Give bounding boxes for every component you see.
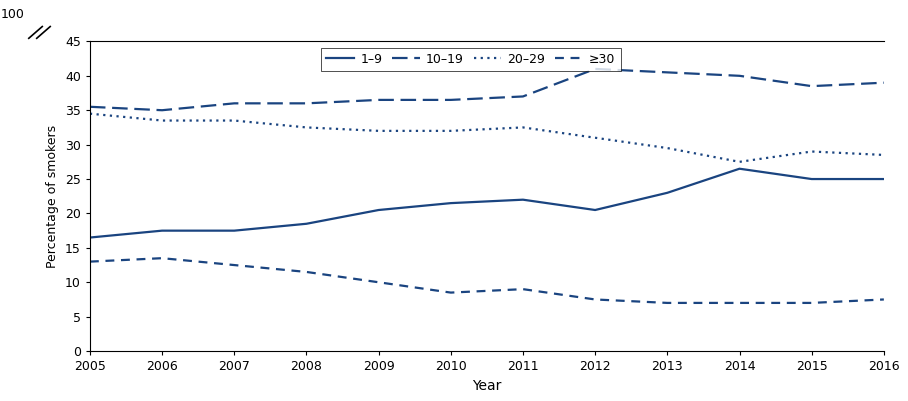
20–29 <box>662 146 673 150</box>
≥30 <box>84 259 95 264</box>
1–9 <box>84 235 95 240</box>
Line: 1–9: 1–9 <box>90 169 883 237</box>
10–19 <box>662 70 673 75</box>
10–19 <box>734 73 745 78</box>
Line: 10–19: 10–19 <box>90 69 883 110</box>
10–19 <box>806 84 817 89</box>
10–19 <box>229 101 240 106</box>
≥30 <box>589 297 600 302</box>
≥30 <box>878 297 889 302</box>
≥30 <box>734 300 745 305</box>
1–9 <box>301 221 311 226</box>
20–29 <box>806 149 817 154</box>
Y-axis label: Percentage of smokers: Percentage of smokers <box>46 125 59 268</box>
10–19 <box>301 101 311 106</box>
1–9 <box>662 190 673 195</box>
20–29 <box>84 111 95 116</box>
20–29 <box>518 125 528 130</box>
20–29 <box>373 128 384 133</box>
10–19 <box>878 80 889 85</box>
20–29 <box>878 152 889 157</box>
10–19 <box>445 97 456 102</box>
10–19 <box>518 94 528 99</box>
≥30 <box>806 300 817 305</box>
1–9 <box>373 208 384 213</box>
X-axis label: Year: Year <box>472 379 501 393</box>
≥30 <box>157 256 168 261</box>
20–29 <box>589 136 600 140</box>
1–9 <box>157 228 168 233</box>
1–9 <box>734 166 745 171</box>
20–29 <box>445 128 456 133</box>
1–9 <box>806 176 817 181</box>
20–29 <box>734 160 745 164</box>
≥30 <box>373 280 384 285</box>
1–9 <box>878 176 889 181</box>
10–19 <box>84 104 95 109</box>
Legend: 1–9, 10–19, 20–29, ≥30: 1–9, 10–19, 20–29, ≥30 <box>321 48 620 71</box>
20–29 <box>301 125 311 130</box>
1–9 <box>229 228 240 233</box>
≥30 <box>518 287 528 292</box>
≥30 <box>301 269 311 274</box>
10–19 <box>589 67 600 71</box>
Text: 100: 100 <box>1 8 25 21</box>
10–19 <box>157 108 168 113</box>
1–9 <box>518 197 528 202</box>
≥30 <box>445 290 456 295</box>
≥30 <box>662 300 673 305</box>
1–9 <box>445 201 456 206</box>
20–29 <box>157 118 168 123</box>
Line: 20–29: 20–29 <box>90 113 883 162</box>
1–9 <box>589 208 600 213</box>
Line: ≥30: ≥30 <box>90 258 883 303</box>
20–29 <box>229 118 240 123</box>
≥30 <box>229 263 240 267</box>
10–19 <box>373 97 384 102</box>
